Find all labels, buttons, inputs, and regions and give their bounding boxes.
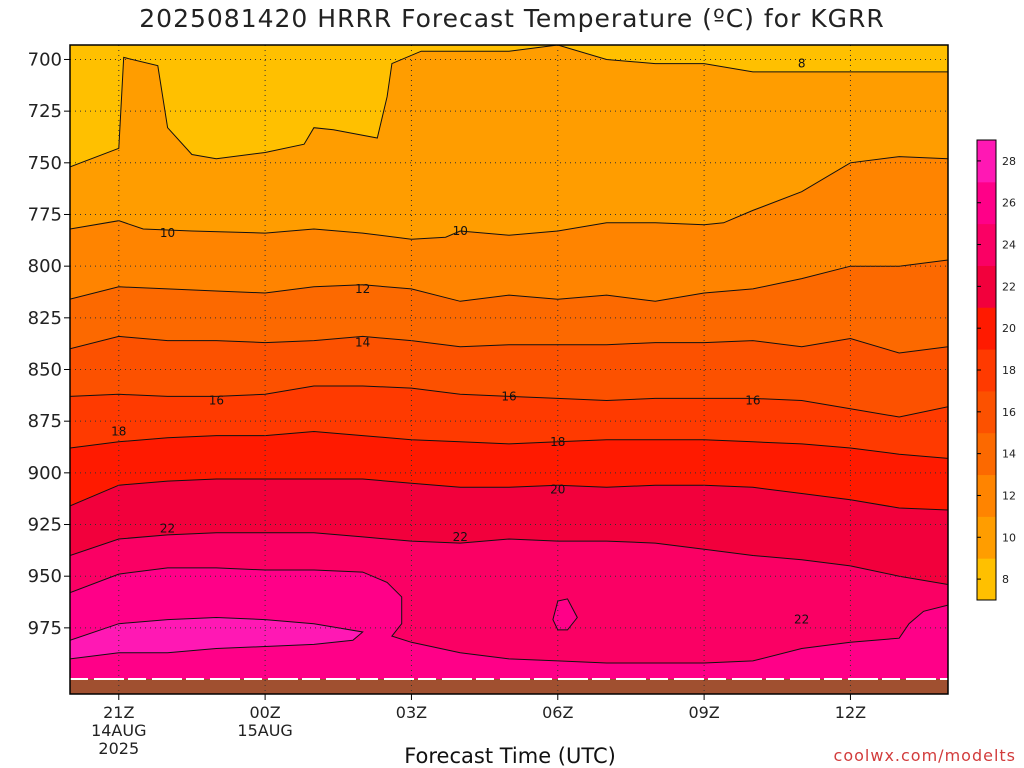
isotherm-10: [70, 156, 948, 240]
colorbar-swatch: [977, 349, 996, 392]
x-tick-label: 21Z: [103, 703, 134, 722]
contour-label: 12: [355, 282, 370, 296]
contour-label: 16: [209, 394, 224, 408]
colorbar-tick-label: 22: [1002, 280, 1016, 293]
colorbar-tick-label: 20: [1002, 322, 1016, 335]
contour-label: 18: [111, 425, 126, 439]
contour-label: 22: [160, 522, 175, 536]
colorbar-swatch: [977, 516, 996, 559]
y-tick-label: 700: [28, 49, 62, 70]
colorbar-tick-label: 8: [1002, 573, 1009, 586]
temperature-band-24: [70, 567, 948, 681]
contour-label: 10: [453, 224, 468, 238]
y-tick-label: 775: [28, 204, 62, 225]
contour-label: 16: [745, 394, 760, 408]
x-tick-label: 03Z: [396, 703, 427, 722]
colorbar-tick-label: 14: [1002, 448, 1016, 461]
x-tick-label: 06Z: [542, 703, 573, 722]
y-tick-label: 850: [28, 360, 62, 381]
colorbar-tick-label: 16: [1002, 406, 1016, 419]
contour-label: 18: [550, 435, 565, 449]
x-tick-label: 00Z: [249, 703, 280, 722]
contour-label: 10: [160, 226, 175, 240]
x-tick-date-label: 14AUG: [91, 721, 146, 740]
y-tick-label: 725: [28, 101, 62, 122]
y-tick-label: 825: [28, 308, 62, 329]
colorbar-swatch: [977, 307, 996, 350]
y-tick-label: 750: [28, 153, 62, 174]
colorbar-tick-label: 28: [1002, 155, 1016, 168]
colorbar-swatch: [977, 265, 996, 308]
y-tick-label: 925: [28, 515, 62, 536]
y-tick-label: 975: [28, 618, 62, 639]
y-tick-label: 875: [28, 411, 62, 432]
colorbar-tick-label: 18: [1002, 364, 1016, 377]
isotherm-26: [70, 616, 364, 660]
colorbar-swatch: [977, 432, 996, 476]
y-tick-label: 950: [28, 566, 62, 587]
colorbar-swatch: [977, 223, 996, 266]
colorbar-swatch: [977, 390, 996, 434]
colorbar-swatch: [977, 181, 996, 225]
colorbar-swatch: [977, 474, 996, 517]
y-tick-label: 900: [28, 463, 62, 484]
isotherm-20: [70, 478, 948, 511]
colorbar-tick-label: 24: [1002, 239, 1016, 252]
contour-label: 14: [355, 336, 370, 350]
isotherm-22: [70, 532, 948, 585]
isotherm-18: [70, 430, 948, 459]
contour-label: 22: [453, 530, 468, 544]
contour-label: 16: [501, 389, 516, 403]
chart-title: 2025081420 HRRR Forecast Temperature (ºC…: [139, 4, 885, 33]
temperature-band-26: [70, 617, 363, 681]
x-tick-date-label: 15AUG: [237, 721, 292, 740]
contour-label: 22: [794, 613, 809, 627]
colorbar-tick-label: 26: [1002, 197, 1016, 210]
isotherm-8: [70, 45, 948, 168]
isotherm-12: [70, 259, 948, 302]
colorbar-tick-label: 12: [1002, 489, 1016, 502]
y-tick-label: 800: [28, 256, 62, 277]
contour-label: 20: [550, 482, 565, 496]
isotherm-14: [70, 335, 948, 354]
colorbar-swatch: [977, 140, 996, 183]
watermark-link[interactable]: coolwx.com/modelts: [833, 746, 1016, 765]
colorbar-tick-label: 10: [1002, 531, 1016, 544]
contour-label: 8: [798, 57, 806, 71]
ground-surface: [70, 679, 948, 694]
colorbar-swatch: [977, 558, 996, 601]
x-axis-label: Forecast Time (UTC): [404, 744, 616, 768]
x-tick-label: 09Z: [688, 703, 719, 722]
isotherm-16: [70, 385, 948, 418]
x-tick-label: 12Z: [835, 703, 866, 722]
x-tick-date-label: 2025: [98, 739, 139, 758]
